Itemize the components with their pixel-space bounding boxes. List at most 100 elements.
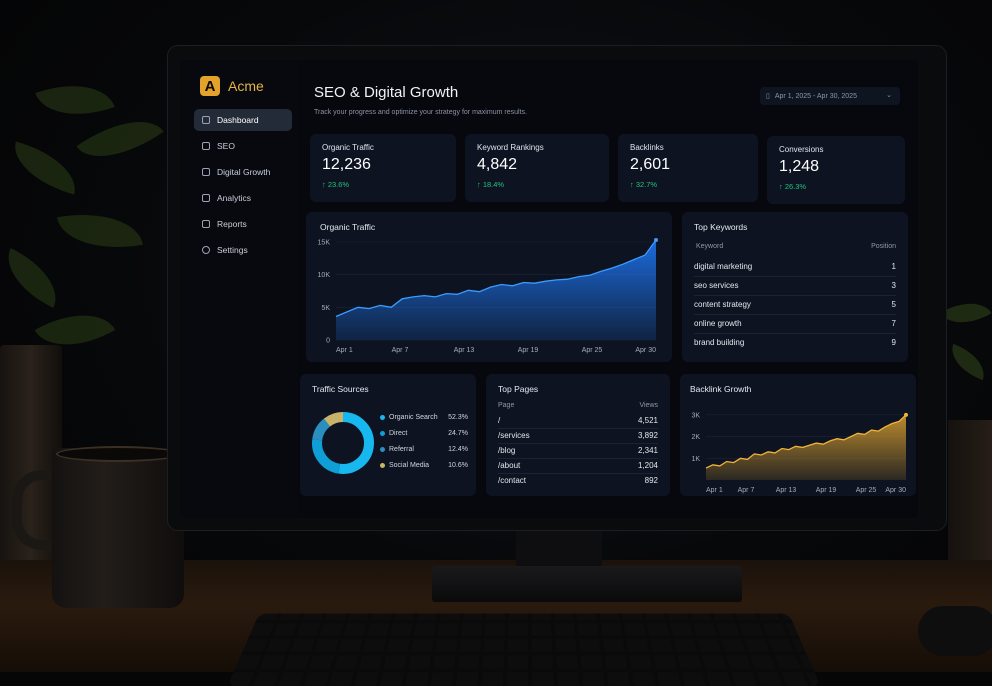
donut-slice-referral [312,418,331,441]
x-tick-label: Apr 19 [518,347,539,354]
sidebar-item-label: SEO [217,141,235,151]
monitor-stand-base [432,566,742,602]
y-tick-label: 10K [318,272,331,279]
table-row[interactable]: brand building 9 [694,333,896,352]
sidebar-item-reports[interactable]: Reports [194,213,292,235]
keyword-cell: content strategy [694,300,751,309]
traffic-sources-donut [312,412,374,474]
mouse [918,606,992,656]
legend-label: Social Media [389,462,430,469]
traffic-sources-title: Traffic Sources [312,384,369,394]
series-line [705,414,907,469]
keyword-cell: digital marketing [694,262,753,271]
table-row[interactable]: / 4,521 [498,413,658,429]
organic-traffic-chart-card: Organic Traffic 0 5K 10K 15K Apr 1 Apr 7 Apr 1… [306,212,672,362]
legend-dot [380,447,385,452]
kpi-card-backlinks[interactable]: Backlinks 2,601 ↑ 32.7% [618,134,758,202]
kpi-label: Conversions [779,145,824,154]
table-row[interactable]: /services 3,892 [498,428,658,444]
x-tick-label: Apr 30 [635,347,656,354]
coffee-mug [52,448,184,608]
kpi-delta: ↑ 32.7% [630,180,658,189]
kpi-card-organic-traffic[interactable]: Organic Traffic 12,236 ↑ 23.6% [310,134,456,202]
sidebar-item-seo[interactable]: SEO [194,135,292,157]
sidebar-item-label: Settings [217,245,248,255]
series-line [335,239,657,318]
settings-icon [202,246,210,254]
end-point [904,412,908,417]
sidebar-nav: Dashboard SEO Digital Growth Analytics R… [194,109,292,265]
legend-label: Referral [389,446,414,453]
sidebar-item-digital-growth[interactable]: Digital Growth [194,161,292,183]
donut-slice-organic-search [338,412,374,474]
page-cell: / [498,416,501,425]
views-cell: 3,892 [637,431,658,440]
donut-slice-direct [312,439,341,474]
legend-dot [380,415,385,420]
kpi-delta: ↑ 26.3% [779,182,807,191]
legend-item: Direct 24.7% [380,430,468,437]
x-tick-label: Apr 1 [336,347,353,354]
table-row[interactable]: digital marketing 1 [694,257,896,277]
table-row[interactable]: /contact 892 [498,473,658,488]
kpi-label: Backlinks [630,143,664,152]
position-cell: 1 [891,262,896,271]
legend-value: 24.7% [448,430,468,437]
mug-handle [12,470,64,550]
legend-value: 10.6% [448,462,468,469]
y-tick-label: 3K [691,412,700,419]
analytics-icon [202,194,210,202]
kpi-label: Organic Traffic [322,143,374,152]
sidebar-item-dashboard[interactable]: Dashboard [194,109,292,131]
page-cell: /contact [498,476,527,485]
y-tick-label: 2K [691,434,700,441]
calendar-icon: ▯ [766,93,770,100]
growth-icon [202,168,210,176]
top-keywords-card: Top Keywords Keyword Position digital ma… [682,212,908,362]
legend-dot [380,431,385,436]
sidebar-item-settings[interactable]: Settings [194,239,292,261]
top-keywords-title: Top Keywords [694,222,748,232]
donut-slice-social-media [323,412,344,427]
views-cell: 2,341 [637,446,658,455]
table-row[interactable]: content strategy 5 [694,295,896,315]
page-cell: /about [498,461,521,470]
table-row[interactable]: online growth 7 [694,314,896,334]
x-tick-label: Apr 1 [706,487,723,494]
brand[interactable]: A Acme [200,76,264,96]
legend-label: Organic Search [389,414,438,421]
page-title: SEO & Digital Growth [314,84,459,101]
table-row[interactable]: /about 1,204 [498,458,658,474]
legend-label: Direct [389,430,408,437]
date-range-picker[interactable]: ▯ Apr 1, 2025 - Apr 30, 2025 ⌄ [760,87,900,105]
views-cell: 1,204 [637,461,658,470]
table-row[interactable]: seo services 3 [694,276,896,296]
kpi-label: Keyword Rankings [477,143,544,152]
kpi-card-conversions[interactable]: Conversions 1,248 ↑ 26.3% [767,136,905,204]
reports-icon [202,220,210,228]
views-cell: 892 [644,476,658,485]
x-tick-label: Apr 19 [816,487,837,494]
chart-title: Organic Traffic [320,222,376,232]
traffic-sources-card: Traffic Sources Organic Search 52.3% Dire… [300,374,476,496]
keyword-cell: online growth [694,319,742,328]
sidebar-item-analytics[interactable]: Analytics [194,187,292,209]
kpi-card-keyword-rankings[interactable]: Keyword Rankings 4,842 ↑ 18.4% [465,134,609,202]
x-tick-label: Apr 7 [738,487,755,494]
dashboard-screen: A Acme Dashboard SEO Digital Growth Anal… [180,60,918,518]
page-subtitle: Track your progress and optimize your st… [314,109,527,116]
legend-item: Social Media 10.6% [380,462,468,469]
end-point [654,238,658,243]
position-cell: 3 [891,281,896,290]
legend-value: 52.3% [448,414,468,421]
sidebar-item-label: Reports [217,219,247,229]
x-tick-label: Apr 30 [885,487,906,494]
sidebar-item-label: Dashboard [217,115,259,125]
kpi-value: 2,601 [630,156,671,173]
keyword-cell: seo services [694,281,739,290]
table-row[interactable]: /blog 2,341 [498,443,658,459]
kpi-value: 12,236 [322,156,371,173]
sidebar-item-label: Analytics [217,193,252,203]
position-cell: 9 [891,338,896,347]
page-cell: /services [498,431,530,440]
